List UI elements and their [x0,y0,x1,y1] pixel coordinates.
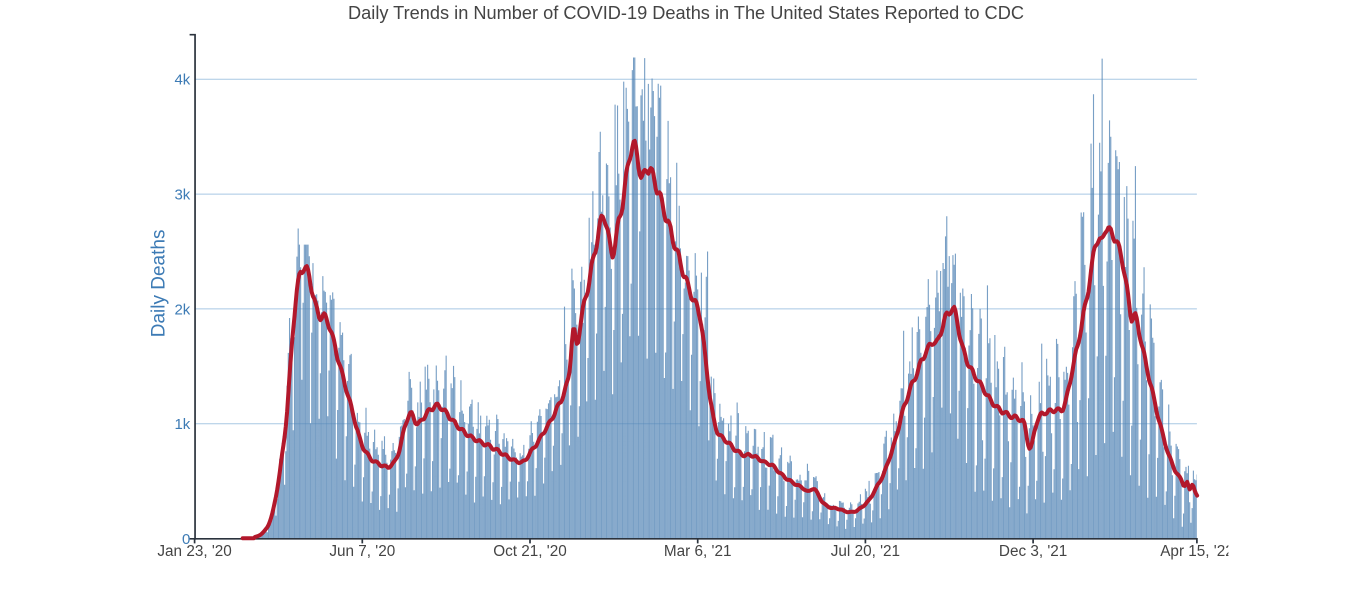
svg-text:Apr 15, '22: Apr 15, '22 [1160,543,1234,560]
svg-text:0: 0 [182,531,190,548]
svg-text:3k: 3k [174,187,190,204]
svg-text:Jul 20, '21: Jul 20, '21 [831,543,900,560]
svg-text:Daily Trends in Number of COVI: Daily Trends in Number of COVID-19 Death… [348,3,1024,23]
svg-text:2k: 2k [174,301,190,318]
svg-text:Oct 21, '20: Oct 21, '20 [493,543,567,560]
svg-text:1k: 1k [174,416,190,433]
svg-text:Jan 23, '20: Jan 23, '20 [157,543,231,560]
svg-text:Daily Deaths: Daily Deaths [149,230,170,338]
svg-text:Mar 6, '21: Mar 6, '21 [664,543,732,560]
svg-text:Jun 7, '20: Jun 7, '20 [329,543,395,560]
svg-text:Dec 3, '21: Dec 3, '21 [999,543,1067,560]
svg-text:4k: 4k [174,72,190,89]
